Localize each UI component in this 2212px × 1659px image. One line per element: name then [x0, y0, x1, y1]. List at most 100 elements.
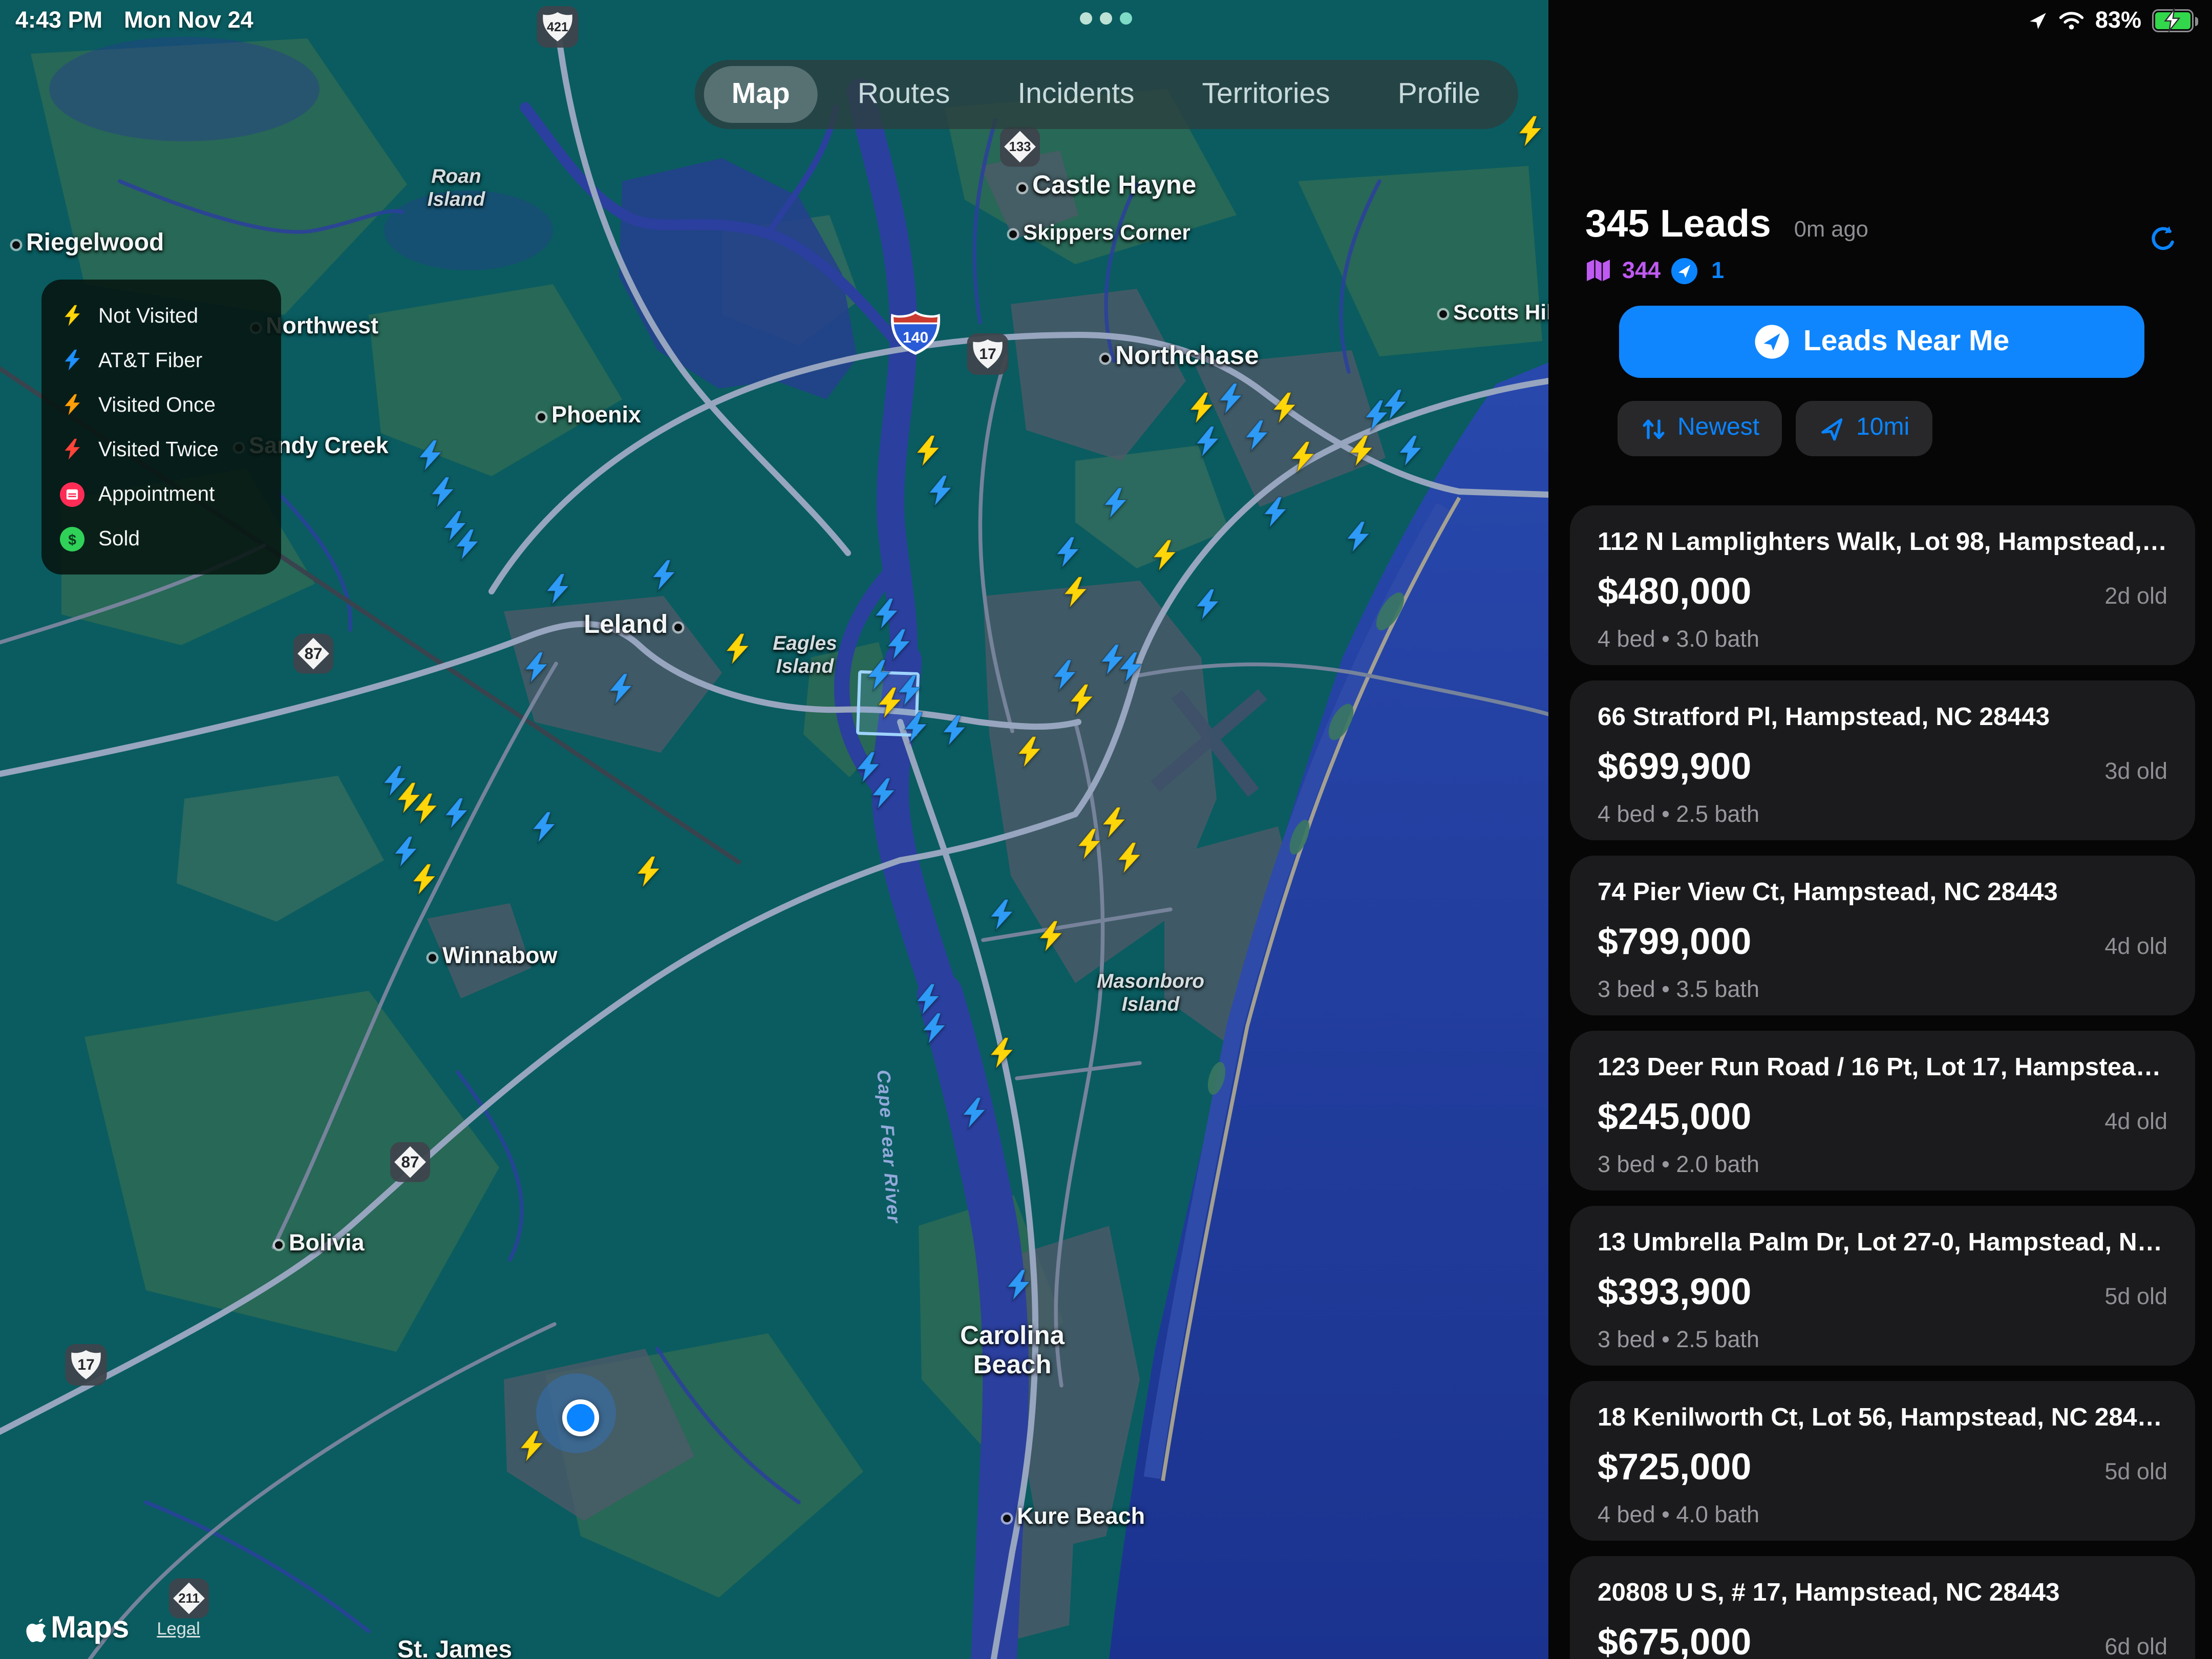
lead-bolt-marker-yellow[interactable]: [722, 632, 753, 674]
lead-bolt-marker-blue[interactable]: [427, 476, 458, 517]
lead-bolt-marker-blue[interactable]: [1215, 382, 1246, 423]
lead-bolt-marker-blue[interactable]: [1343, 520, 1373, 562]
lead-bolt-marker-yellow[interactable]: [1346, 434, 1376, 476]
lead-bolt-marker-blue[interactable]: [528, 811, 559, 852]
tab-profile[interactable]: Profile: [1397, 77, 1481, 110]
lead-bolt-marker-blue[interactable]: [1003, 1268, 1034, 1310]
lead-bolt-marker-yellow[interactable]: [633, 855, 664, 897]
tab-incidents[interactable]: Incidents: [1017, 77, 1135, 110]
lead-bolt-marker-yellow[interactable]: [874, 686, 905, 728]
lead-bolt-marker-yellow[interactable]: [409, 863, 439, 904]
lead-card[interactable]: 20808 U S, # 17, Hampstead, NC 28443 $675…: [1570, 1556, 2195, 1659]
lead-price: $675,000: [1598, 1622, 1752, 1659]
lead-bolt-marker-blue[interactable]: [912, 983, 943, 1024]
lead-bolt-marker-yellow[interactable]: [393, 781, 424, 823]
lead-bolt-marker-blue[interactable]: [853, 751, 883, 792]
lead-bolt-marker-blue[interactable]: [894, 674, 925, 715]
lead-bolt-marker-yellow[interactable]: [1066, 683, 1097, 725]
lead-bolt-marker-blue[interactable]: [379, 764, 410, 806]
lead-bolt-marker-blue[interactable]: [1260, 496, 1290, 537]
lead-card[interactable]: 13 Umbrella Palm Dr, Lot 27-0, Hampstead…: [1570, 1206, 2195, 1366]
map-place-label: Kure Beach: [1003, 1504, 1145, 1531]
lead-bolt-marker-blue[interactable]: [939, 714, 969, 755]
lead-bolt-marker-blue[interactable]: [900, 711, 931, 752]
lead-bolt-marker-yellow[interactable]: [986, 1036, 1017, 1078]
lead-price: $799,000: [1598, 922, 1752, 963]
lead-bolt-marker-blue[interactable]: [1395, 434, 1426, 476]
svg-text:17: 17: [979, 346, 996, 363]
sort-newest-button[interactable]: Newest: [1618, 401, 1783, 456]
lead-bolt-marker-blue[interactable]: [390, 835, 421, 877]
lead-bolt-marker-blue[interactable]: [441, 797, 472, 838]
lead-bolt-marker-blue[interactable]: [919, 1012, 949, 1053]
svg-text:87: 87: [304, 644, 322, 663]
battery-percent-label: 83%: [2095, 8, 2141, 34]
sold-legend-icon: $: [60, 526, 84, 551]
bolt-legend-icon: [60, 393, 84, 416]
lead-bolt-marker-yellow[interactable]: [1074, 827, 1104, 869]
lead-bolt-marker-yellow[interactable]: [1515, 115, 1545, 156]
lead-bolt-marker-yellow[interactable]: [1014, 735, 1045, 777]
lead-bolt-marker-yellow[interactable]: [912, 434, 943, 476]
lead-age: 3d old: [2104, 759, 2167, 785]
lead-bolt-marker-blue[interactable]: [1241, 419, 1272, 460]
legend-label: Visited Twice: [98, 438, 219, 461]
refresh-button[interactable]: [2147, 224, 2178, 263]
lead-bolt-marker-yellow[interactable]: [1114, 841, 1144, 883]
svg-text:17: 17: [77, 1356, 94, 1373]
apple-icon: [26, 1618, 46, 1642]
sort-newest-label: Newest: [1677, 415, 1760, 441]
lead-card[interactable]: 18 Kenilworth Ct, Lot 56, Hampstead, NC …: [1570, 1381, 2195, 1541]
lead-bolt-marker-yellow[interactable]: [1060, 576, 1091, 617]
lead-bolt-marker-yellow[interactable]: [1186, 391, 1217, 433]
lead-bolt-marker-blue[interactable]: [648, 559, 679, 600]
lead-bolt-marker-blue[interactable]: [521, 651, 551, 692]
lead-card[interactable]: 123 Deer Run Road / 16 Pt, Lot 17, Hamps…: [1570, 1031, 2195, 1190]
lead-bolt-marker-blue[interactable]: [439, 509, 470, 551]
tab-routes[interactable]: Routes: [857, 77, 950, 110]
lead-bolt-marker-yellow[interactable]: [1035, 920, 1066, 961]
lead-age: 5d old: [2104, 1459, 2167, 1485]
radius-filter-button[interactable]: 10mi: [1796, 401, 1933, 456]
lead-bolt-marker-blue[interactable]: [1097, 643, 1128, 685]
lead-bolt-marker-blue[interactable]: [871, 597, 902, 639]
map-canvas[interactable]: Riegelwood Roan Island Northwest Phoenix Sand…: [0, 0, 1548, 1659]
lead-bolt-marker-yellow[interactable]: [1287, 440, 1318, 482]
legal-link[interactable]: Legal: [157, 1620, 200, 1639]
lead-bolt-marker-blue[interactable]: [1192, 588, 1223, 629]
navigation-circle-icon: [1755, 325, 1789, 359]
lead-bolt-marker-blue[interactable]: [1192, 425, 1223, 466]
lead-bolt-marker-yellow[interactable]: [410, 792, 441, 834]
lead-bolt-marker-blue[interactable]: [1115, 651, 1146, 692]
lead-bolt-marker-blue[interactable]: [883, 628, 914, 669]
lead-bolt-marker-yellow[interactable]: [516, 1430, 547, 1471]
lead-card[interactable]: 66 Stratford Pl, Hampstead, NC 28443 $699…: [1570, 680, 2195, 840]
lead-bolt-marker-blue[interactable]: [868, 777, 899, 818]
leads-near-me-button[interactable]: Leads Near Me: [1619, 306, 2144, 378]
lead-bolt-marker-blue[interactable]: [452, 528, 482, 569]
lead-bolt-marker-blue[interactable]: [925, 474, 955, 516]
lead-bolt-marker-blue[interactable]: [605, 672, 636, 714]
lead-bolt-marker-yellow[interactable]: [1149, 539, 1180, 580]
main-tab-bar: Map Routes Incidents Territories Profile: [694, 60, 1518, 129]
lead-bolt-marker-blue[interactable]: [1361, 399, 1392, 440]
lead-card[interactable]: 74 Pier View Ct, Hampstead, NC 28443 $799…: [1570, 856, 2195, 1015]
lead-bolt-marker-yellow[interactable]: [1098, 806, 1129, 847]
lead-card[interactable]: 112 N Lamplighters Walk, Lot 98, Hampste…: [1570, 505, 2195, 665]
lead-bolt-marker-yellow[interactable]: [1269, 391, 1300, 433]
tab-territories[interactable]: Territories: [1202, 77, 1330, 110]
lead-bolt-marker-blue[interactable]: [1049, 658, 1080, 700]
lead-bolt-marker-blue[interactable]: [959, 1096, 989, 1138]
lead-bolt-marker-blue[interactable]: [986, 898, 1017, 940]
lead-bolt-marker-blue[interactable]: [1379, 388, 1410, 430]
tab-map[interactable]: Map: [704, 66, 818, 123]
lead-price: $393,900: [1598, 1272, 1752, 1313]
lead-bolt-marker-blue[interactable]: [1052, 536, 1083, 577]
lead-bolt-marker-blue[interactable]: [542, 572, 573, 614]
lead-bolt-marker-blue[interactable]: [415, 439, 445, 480]
lead-bolt-marker-blue[interactable]: [1100, 486, 1131, 528]
clock-time: 4:43 PM: [15, 8, 103, 34]
leads-count-title: 345 Leads: [1585, 203, 1771, 246]
lead-bolt-marker-blue[interactable]: [863, 658, 894, 700]
